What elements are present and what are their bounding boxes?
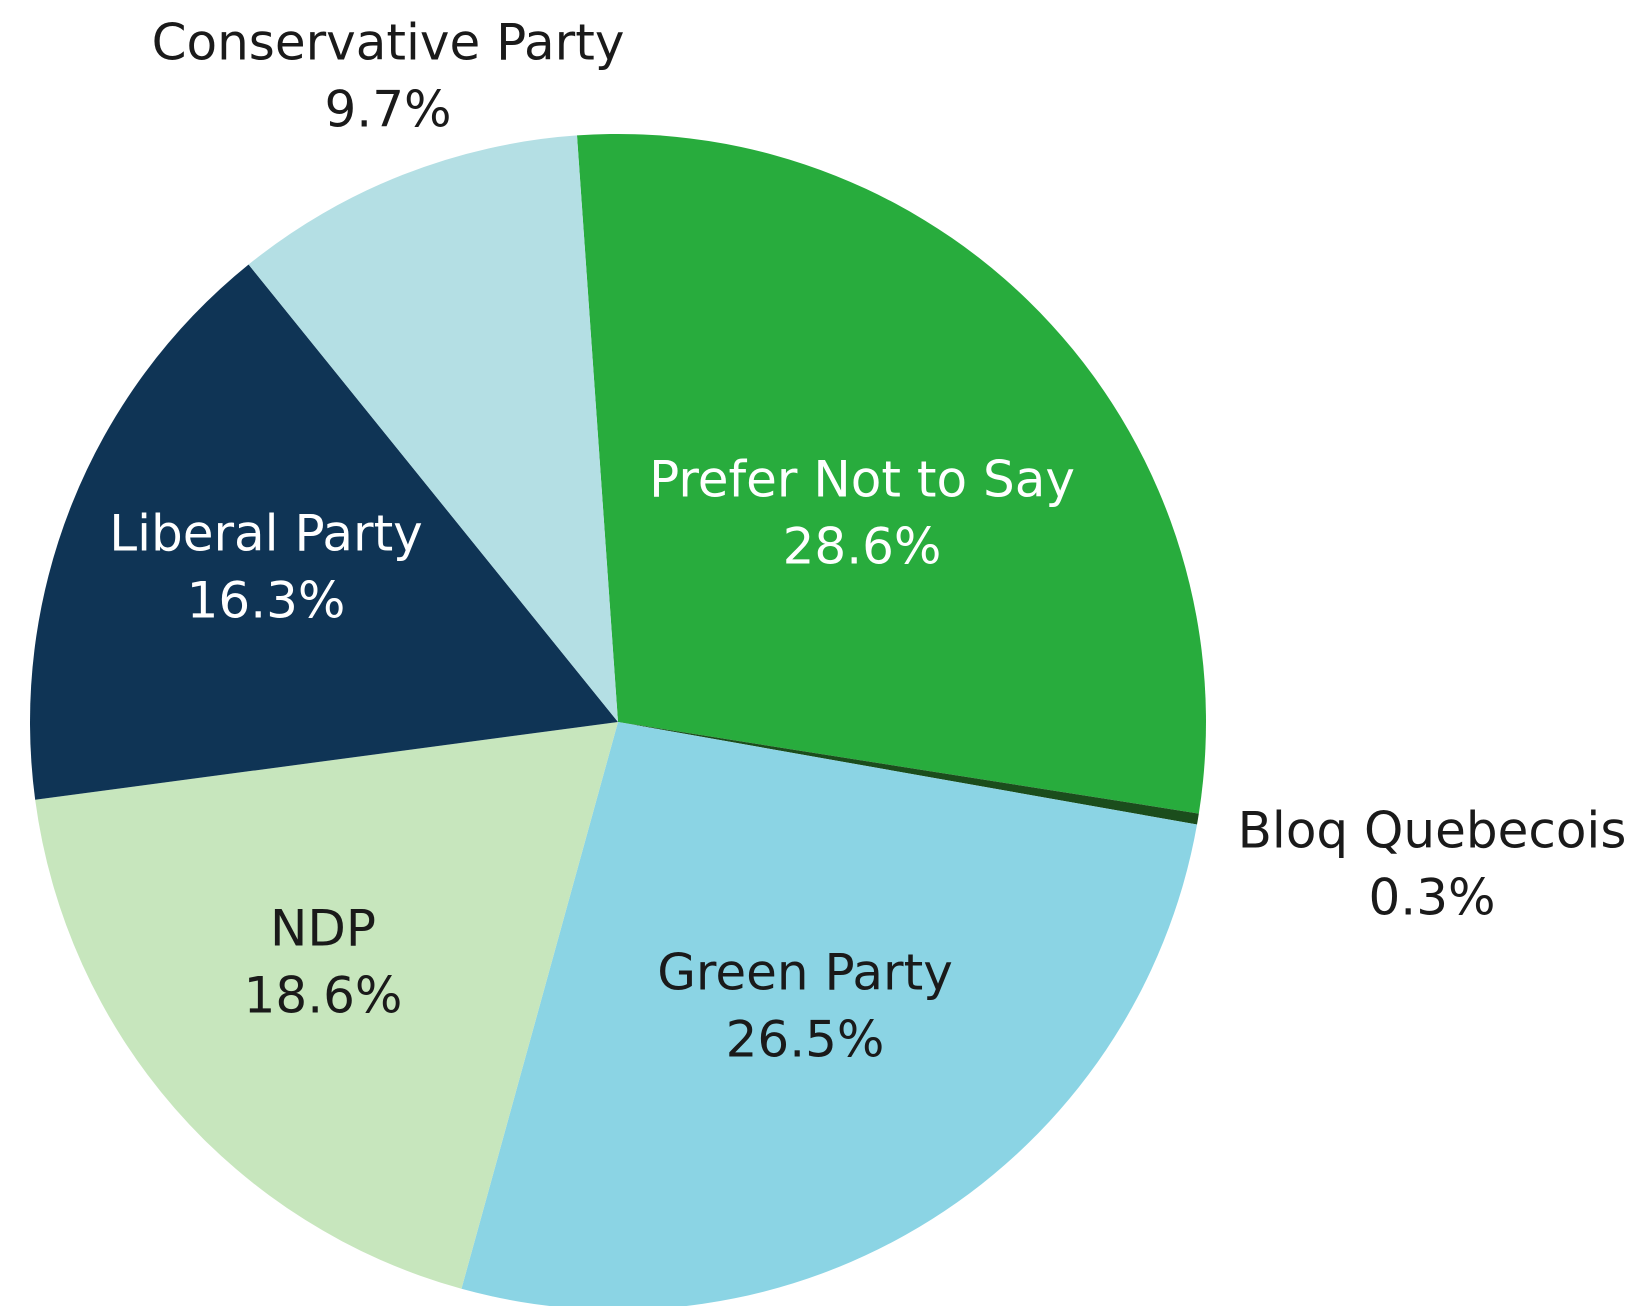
slice-label-name: NDP	[270, 900, 376, 958]
slice-label-name: Bloq Quebecois	[1238, 802, 1627, 860]
slice-label-name: Conservative Party	[152, 14, 625, 72]
slice-label-value: 26.5%	[726, 1011, 885, 1069]
slice-label-value: 0.3%	[1368, 869, 1495, 927]
slice-label-value: 18.6%	[244, 967, 403, 1025]
pie-slice-bloq-quebecois	[618, 722, 1199, 825]
slice-label-name: Liberal Party	[109, 505, 423, 563]
pie-slice-liberal-party	[30, 264, 619, 800]
pie-labels: Prefer Not to Say 28.6% Bloq Quebecois 0.3%…	[109, 14, 1626, 1069]
slice-label-value: 16.3%	[187, 572, 346, 630]
slice-label-value: 28.6%	[783, 518, 942, 576]
slice-label-name: Green Party	[657, 944, 953, 1002]
slice-label-name: Prefer Not to Say	[649, 451, 1075, 509]
pie-slice-prefer-not-to-say	[576, 133, 1206, 814]
pie-slice-green-party	[461, 722, 1197, 1306]
pie-slices	[30, 133, 1206, 1306]
pie-slice-ndp	[35, 722, 619, 1289]
pie-slice-conservative-party	[248, 135, 618, 722]
slice-label-value: 9.7%	[324, 81, 451, 139]
